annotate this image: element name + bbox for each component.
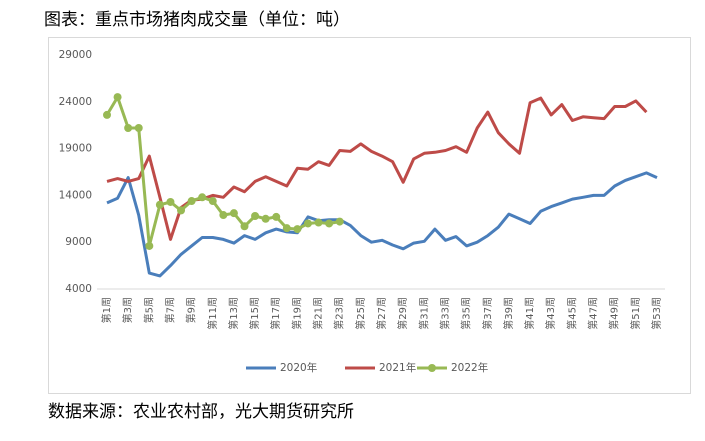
y-tick-label: 4000 [65,283,92,295]
x-tick-label: 第37周 [481,297,494,330]
legend-label: 2022年 [451,361,488,374]
legend-label: 2020年 [280,361,317,374]
point-marker [282,224,291,233]
x-tick-label: 第1周 [100,297,113,323]
y-tick-label: 29000 [59,49,92,61]
x-tick-label: 第33周 [438,297,451,330]
chart-title: 图表：重点市场猪肉成交量（单位：吨） [44,10,350,30]
x-tick-label: 第21周 [312,297,325,330]
point-marker [113,93,122,102]
x-tick-label: 第13周 [227,297,240,330]
point-marker [303,219,312,228]
x-tick-label: 第31周 [417,297,430,330]
x-tick-label: 第49周 [608,297,621,330]
point-marker [240,222,249,231]
point-marker [145,241,154,250]
x-tick-label: 第5周 [142,297,155,323]
x-tick-label: 第41周 [523,297,536,330]
x-tick-label: 第15周 [248,297,261,330]
point-marker [124,124,133,133]
point-marker [335,217,344,226]
x-tick-label: 第51周 [629,297,642,330]
x-tick-label: 第43周 [544,297,557,330]
x-tick-label: 第27周 [375,297,388,330]
point-marker [251,211,260,220]
point-marker [293,225,302,234]
point-marker [177,206,186,215]
y-tick-label: 24000 [59,96,92,108]
point-marker [314,218,323,227]
series-line [106,96,648,241]
chart-border [48,37,691,394]
point-marker [187,197,196,206]
legend-marker [428,364,436,372]
source-note: 数据来源：农业农村部，光大期货研究所 [48,402,354,422]
x-tick-label: 第29周 [396,297,409,330]
x-tick-label: 第17周 [269,297,282,330]
x-tick-label: 第53周 [650,297,663,330]
point-marker [208,197,217,206]
x-tick-label: 第45周 [565,297,578,330]
x-tick-label: 第9周 [185,297,198,323]
x-tick-label: 第11周 [206,297,219,330]
x-tick-label: 第39周 [502,297,515,330]
x-tick-label: 第23周 [333,297,346,330]
x-tick-label: 第7周 [163,297,176,323]
point-marker [155,200,164,209]
x-tick-label: 第35周 [460,297,473,330]
legend-label: 2021年 [379,361,416,374]
point-marker [198,193,207,202]
point-marker [103,110,111,119]
point-marker [272,212,281,221]
x-tick-label: 第19周 [290,297,303,330]
point-marker [219,211,228,220]
point-marker [325,219,334,228]
series-line [106,171,658,278]
y-tick-label: 14000 [59,189,92,201]
point-marker [134,124,143,133]
x-tick-label: 第47周 [587,297,600,330]
x-tick-label: 第3周 [121,297,134,323]
point-marker [166,197,175,206]
x-tick-label: 第25周 [354,297,367,330]
y-tick-label: 9000 [65,236,92,248]
y-tick-label: 19000 [59,143,92,155]
point-marker [229,209,238,218]
point-marker [261,214,270,223]
